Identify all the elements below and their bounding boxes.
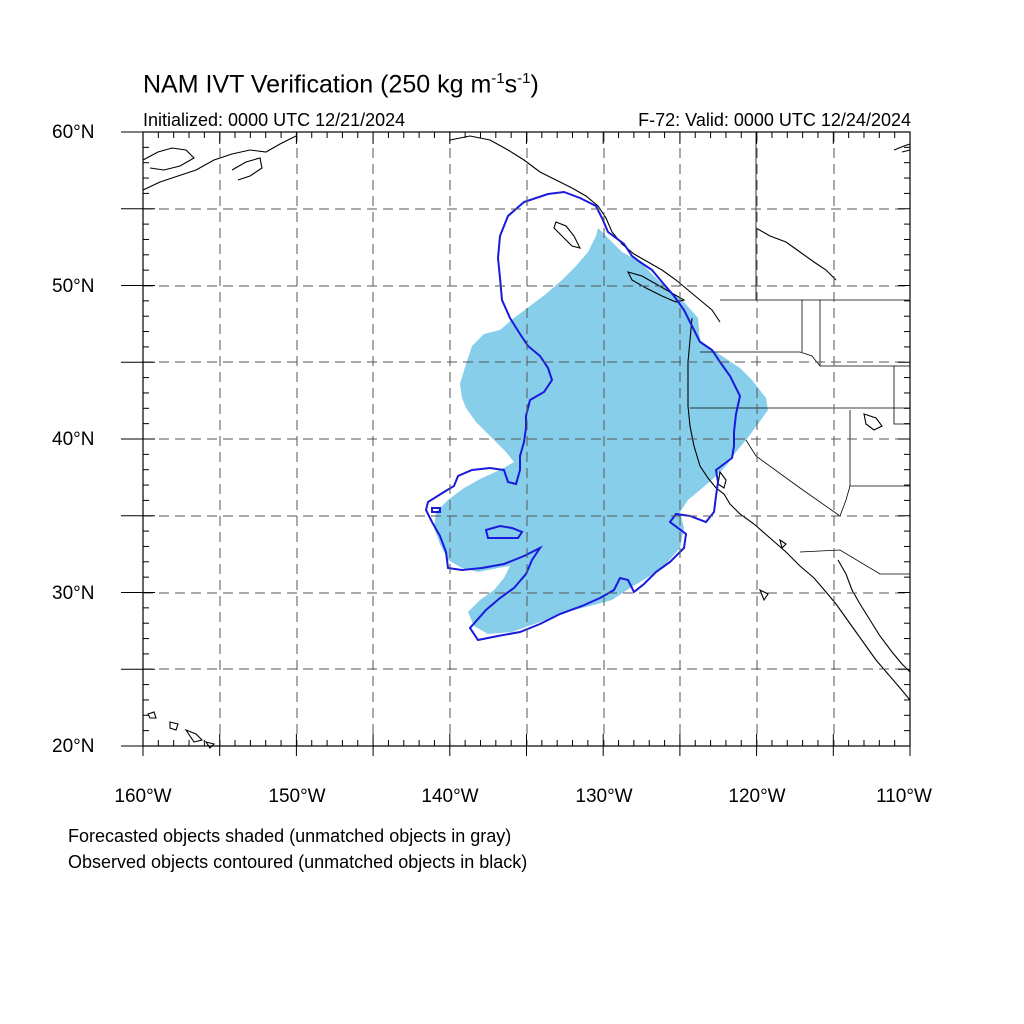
legend-observed-note: Observed objects contoured (unmatched ob… xyxy=(68,852,528,872)
lat-label-40n: 40°N xyxy=(52,429,95,450)
lat-label-30n: 30°N xyxy=(52,583,95,604)
axis-ticks xyxy=(121,131,911,756)
legend-forecast-note: Forecasted objects shaded (unmatched obj… xyxy=(68,826,512,846)
lat-label-50n: 50°N xyxy=(52,276,95,297)
lon-label-160w: 160°W xyxy=(114,786,172,807)
political-boundaries xyxy=(690,132,910,575)
forecast-ivt-object xyxy=(434,228,768,634)
lon-label-140w: 140°W xyxy=(421,786,479,807)
map-title: NAM IVT Verification (250 kg m-1s-1) xyxy=(143,70,539,99)
lat-lon-grid xyxy=(143,132,910,746)
lon-label-110w: 110°W xyxy=(876,786,932,807)
lat-label-60n: 60°N xyxy=(52,122,95,143)
valid-time: F-72: Valid: 0000 UTC 12/24/2024 xyxy=(638,110,911,130)
lon-label-120w: 120°W xyxy=(728,786,786,807)
lon-label-150w: 150°W xyxy=(268,786,326,807)
lon-label-130w: 130°W xyxy=(575,786,633,807)
initialized-time: Initialized: 0000 UTC 12/21/2024 xyxy=(143,110,406,130)
lat-label-20n: 20°N xyxy=(52,736,95,757)
observed-ivt-contour xyxy=(424,190,742,642)
